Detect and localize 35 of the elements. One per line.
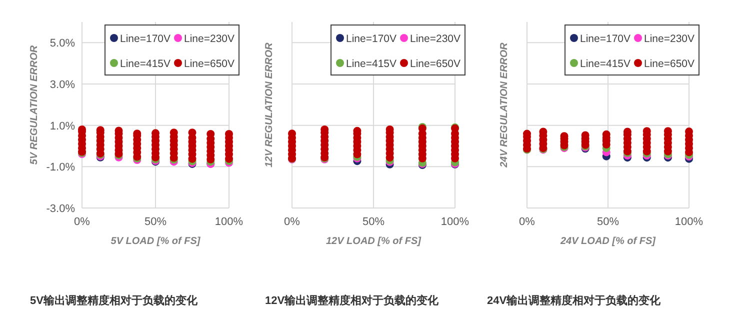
x-axis-title: 12V LOAD [% of FS] <box>326 236 422 247</box>
y-axis-title: 5V REGULATION ERROR <box>29 44 40 165</box>
text: 5V输出调整精度相对于负载的变化 <box>30 294 198 307</box>
legend-label: Line=650V <box>410 58 461 70</box>
legend-label: Line=650V <box>184 58 235 70</box>
legend-label: Line=170V <box>120 33 171 45</box>
legend-label: Line=650V <box>644 58 695 70</box>
y-axis-title: 12V REGULATION ERROR <box>264 42 275 168</box>
x-tick-label: 100% <box>214 216 244 228</box>
text: 12V输出调整精度相对于负载的变化 <box>265 294 440 307</box>
x-tick-label: 100% <box>440 216 470 228</box>
y-tick-label: 3.0% <box>50 79 76 91</box>
x-tick-label: 50% <box>144 216 167 228</box>
legend-label: Line=230V <box>410 33 461 45</box>
legend-label: Line=230V <box>184 33 235 45</box>
x-tick-label: 0% <box>519 216 536 228</box>
y-axis-title: 24V REGULATION ERROR <box>499 42 510 168</box>
legend-label: Line=415V <box>346 58 397 70</box>
text: 24V输出调整精度相对于负载的变化 <box>487 294 662 307</box>
legend-label: Line=170V <box>580 33 631 45</box>
legend-label: Line=230V <box>644 33 695 45</box>
legend-label: Line=170V <box>346 33 397 45</box>
x-tick-label: 0% <box>74 216 90 228</box>
y-tick-label: 1.0% <box>50 120 76 132</box>
x-axis-title: 24V LOAD [% of FS] <box>559 236 656 247</box>
legend-label: Line=415V <box>580 58 631 70</box>
x-axis-title: 5V LOAD [% of FS] <box>110 236 201 247</box>
x-tick-label: 50% <box>596 216 620 228</box>
x-tick-label: 50% <box>362 216 385 228</box>
x-tick-label: 0% <box>284 216 300 228</box>
y-tick-label: -3.0% <box>46 203 76 215</box>
y-tick-label: -1.0% <box>46 162 76 174</box>
y-tick-label: 5.0% <box>50 38 76 50</box>
legend-label: Line=415V <box>120 58 171 70</box>
x-tick-label: 100% <box>674 216 704 228</box>
